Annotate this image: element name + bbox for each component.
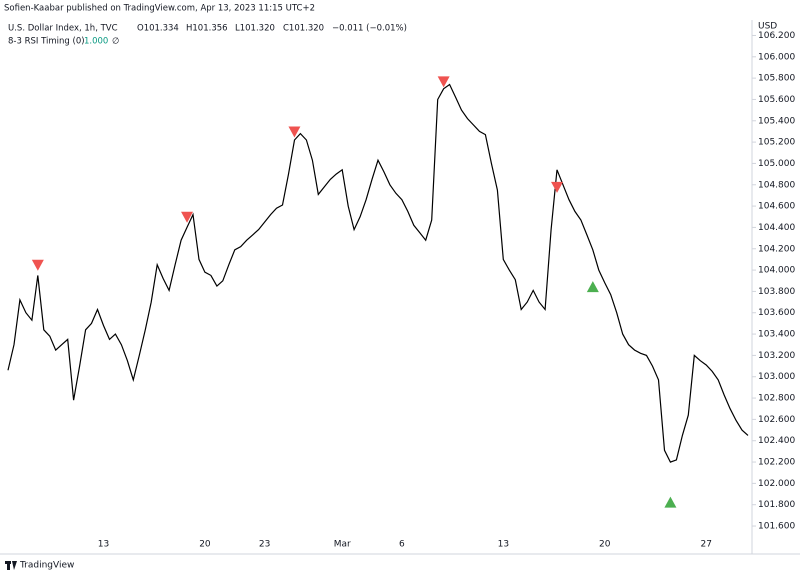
currency: USD [758, 22, 777, 32]
y-tick-label: 102.200 [758, 458, 795, 468]
y-tick-label: 106.200 [758, 31, 795, 41]
y-tick-label: 106.000 [758, 52, 795, 62]
y-tick-label: 102.600 [758, 415, 795, 425]
open: O101.334 [137, 24, 179, 34]
x-tick-label: 20 [199, 540, 211, 550]
symbol: U.S. Dollar Index, 1h, TVC [8, 24, 118, 34]
signal-marker [181, 211, 194, 223]
y-tick-label: 103.400 [758, 330, 795, 340]
x-tick-label: 20 [599, 540, 611, 550]
indicator-value: 1.000 [84, 37, 108, 47]
brand: TradingView [19, 561, 74, 571]
y-tick-label: 105.400 [758, 116, 795, 126]
x-tick-label: 13 [98, 540, 109, 550]
signal-marker [586, 281, 599, 293]
signal-marker [551, 181, 564, 193]
x-tick-label: 13 [498, 540, 509, 550]
y-tick-label: 105.800 [758, 74, 795, 84]
close: C101.320 [283, 24, 324, 34]
y-tick-label: 102.000 [758, 479, 795, 489]
y-tick-label: 101.600 [758, 522, 795, 532]
x-tick-label: 27 [700, 540, 711, 550]
y-tick-label: 104.200 [758, 244, 795, 254]
high: H101.356 [186, 24, 228, 34]
y-tick-label: 105.000 [758, 159, 795, 169]
y-tick-label: 102.400 [758, 436, 795, 446]
y-tick-label: 103.800 [758, 287, 795, 297]
y-tick-label: 103.600 [758, 308, 795, 318]
y-tick-label: 103.000 [758, 372, 795, 382]
indicator-name: 8-3 RSI Timing (0) [8, 37, 85, 47]
y-tick-label: 104.600 [758, 202, 795, 212]
logo [5, 561, 17, 570]
signal-marker [31, 259, 44, 271]
y-tick-label: 105.600 [758, 95, 795, 105]
x-tick-label: 23 [259, 540, 270, 550]
indicator-extra: ∅ [112, 37, 119, 47]
change: −0.011 (−0.01%) [332, 24, 407, 34]
signal-marker [664, 496, 677, 508]
y-tick-label: 104.400 [758, 223, 795, 233]
signal-marker [288, 126, 301, 138]
y-tick-label: 102.800 [758, 394, 795, 404]
x-tick-label: Mar [334, 540, 351, 550]
y-tick-label: 103.200 [758, 351, 795, 361]
price-line [7, 83, 749, 463]
y-tick-label: 104.000 [758, 266, 795, 276]
signal-marker [437, 76, 450, 88]
y-tick-label: 101.800 [758, 500, 795, 510]
y-tick-label: 105.200 [758, 138, 795, 148]
low: L101.320 [235, 24, 275, 34]
published-note: Sofien-Kaabar published on TradingView.c… [4, 4, 315, 14]
y-tick-label: 104.800 [758, 180, 795, 190]
x-tick-label: 6 [399, 540, 405, 550]
